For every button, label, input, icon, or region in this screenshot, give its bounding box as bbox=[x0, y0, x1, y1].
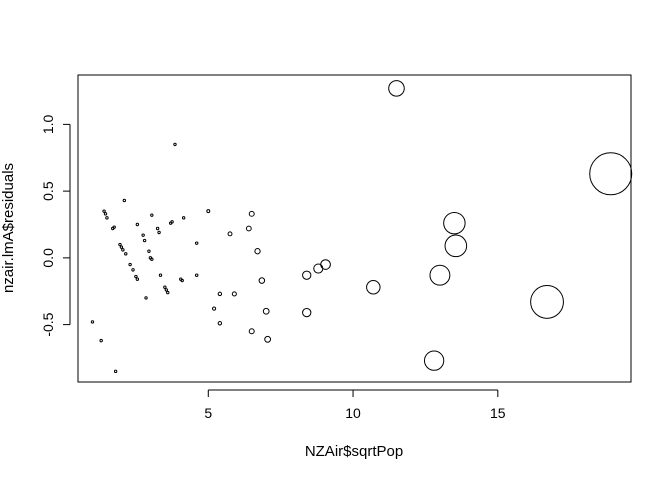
data-point bbox=[194, 273, 199, 277]
y-tick-label: 0.5 bbox=[40, 181, 56, 201]
data-point bbox=[245, 225, 252, 232]
data-point bbox=[530, 285, 564, 319]
data-point bbox=[254, 248, 261, 255]
data-point bbox=[429, 264, 451, 286]
data-point bbox=[181, 216, 186, 220]
data-point bbox=[144, 296, 148, 300]
data-point bbox=[158, 273, 163, 277]
data-point bbox=[231, 291, 237, 297]
data-point bbox=[180, 278, 184, 283]
x-tick-label: 10 bbox=[345, 405, 361, 421]
data-point bbox=[313, 263, 324, 274]
data-point bbox=[103, 212, 108, 216]
data-point bbox=[121, 248, 125, 252]
data-point bbox=[302, 270, 312, 280]
data-point bbox=[141, 233, 145, 237]
y-tick-label: -0.5 bbox=[40, 312, 56, 336]
data-point bbox=[157, 230, 161, 235]
data-point bbox=[217, 321, 223, 326]
data-point bbox=[258, 277, 266, 284]
data-point bbox=[248, 210, 255, 217]
data-point bbox=[443, 211, 466, 235]
data-point bbox=[150, 257, 154, 261]
data-point bbox=[262, 307, 270, 315]
data-point bbox=[131, 268, 135, 272]
data-point bbox=[150, 213, 154, 217]
data-points bbox=[90, 80, 633, 374]
data-point bbox=[320, 259, 331, 270]
data-point bbox=[105, 216, 109, 220]
x-axis: 5 10 15 bbox=[204, 389, 506, 421]
y-axis: -0.5 0.0 0.5 1.0 bbox=[40, 114, 71, 337]
data-point bbox=[173, 142, 177, 147]
y-axis-label: nzair.lmA$residuals bbox=[0, 163, 17, 293]
data-point bbox=[134, 274, 138, 279]
data-point bbox=[211, 306, 217, 311]
data-point bbox=[264, 335, 272, 343]
data-point bbox=[366, 280, 381, 295]
data-point bbox=[248, 328, 255, 335]
data-point bbox=[135, 277, 140, 281]
data-point bbox=[142, 238, 147, 243]
data-point bbox=[388, 80, 405, 97]
y-tick-label: 1.0 bbox=[40, 114, 56, 134]
data-point bbox=[128, 262, 132, 267]
x-axis-label: NZAir$sqrtPop bbox=[305, 443, 403, 460]
y-tick-label: 0.0 bbox=[40, 248, 56, 268]
data-point bbox=[163, 285, 167, 289]
data-point bbox=[170, 220, 174, 224]
data-point bbox=[99, 338, 103, 343]
plot-frame bbox=[77, 74, 632, 383]
data-point bbox=[135, 222, 140, 227]
data-point bbox=[102, 209, 106, 213]
data-point bbox=[206, 209, 211, 214]
data-point bbox=[113, 369, 118, 374]
data-point bbox=[118, 242, 122, 247]
data-point bbox=[147, 249, 151, 253]
data-point bbox=[423, 350, 445, 371]
data-point bbox=[589, 152, 633, 196]
data-point bbox=[119, 245, 124, 249]
data-point bbox=[112, 225, 116, 229]
data-point bbox=[166, 290, 170, 295]
x-tick-label: 5 bbox=[204, 405, 212, 421]
data-point bbox=[155, 226, 160, 231]
data-point bbox=[194, 241, 199, 245]
data-point bbox=[302, 307, 312, 318]
data-point bbox=[122, 198, 127, 203]
data-point bbox=[90, 320, 95, 324]
data-point bbox=[217, 291, 223, 297]
data-point bbox=[444, 234, 468, 258]
data-point bbox=[124, 252, 128, 256]
x-tick-label: 15 bbox=[490, 405, 506, 421]
data-point bbox=[227, 231, 233, 237]
data-point bbox=[164, 288, 169, 292]
